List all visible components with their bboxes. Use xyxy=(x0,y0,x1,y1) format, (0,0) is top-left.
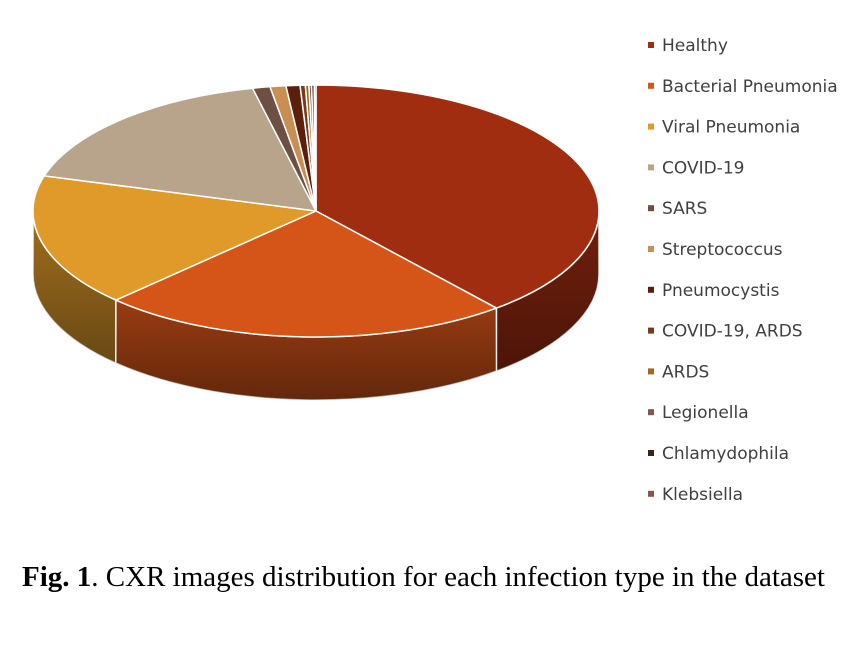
figure-caption: Fig. 1. CXR images distribution for each… xyxy=(22,560,832,595)
legend-swatch-ards xyxy=(648,368,654,375)
legend-label-ards: ARDS xyxy=(662,362,709,382)
pie-side-shade-healthy xyxy=(496,211,599,372)
legend-label-streptococcus: Streptococcus xyxy=(662,240,783,260)
legend-label-bacterial-pneumonia: Bacterial Pneumonia xyxy=(662,77,838,97)
legend-swatch-pneumocystis xyxy=(648,286,654,293)
legend-label-viral-pneumonia: Viral Pneumonia xyxy=(662,118,800,138)
legend-swatch-chlamydophila xyxy=(648,450,654,456)
legend-label-legionella: Legionella xyxy=(662,403,749,423)
legend-swatch-sars xyxy=(648,205,654,212)
pie-slices xyxy=(32,84,600,338)
legend-label-chlamydophila: Chlamydophila xyxy=(662,444,789,464)
pie-side-shade-bacterial-pneumonia xyxy=(115,300,497,400)
legend-label-sars: SARS xyxy=(662,199,707,219)
pie-slice-healthy xyxy=(315,84,600,309)
pie-slice-covid-19 xyxy=(43,87,317,212)
legend-swatch-covid-19-ards xyxy=(648,327,654,334)
legend-label-covid-19: COVID-19 xyxy=(662,158,744,178)
legend-label-healthy: Healthy xyxy=(662,36,728,56)
caption-label: Fig. 1 xyxy=(22,561,92,593)
legend-swatch-healthy xyxy=(648,42,654,48)
pie-slice-viral-pneumonia xyxy=(32,175,317,301)
legend-swatch-legionella xyxy=(648,409,654,416)
pie-side-shade-viral-pneumonia xyxy=(33,211,116,364)
pie-sides xyxy=(32,210,600,401)
pie-slice-klebsiella xyxy=(313,84,317,212)
pie-slice-bacterial-pneumonia xyxy=(115,210,498,338)
pie-chart: Healthy Bacterial Pneumonia Viral Pneumoni… xyxy=(32,36,838,505)
legend-swatch-bacterial-pneumonia xyxy=(648,82,654,89)
legend-swatch-viral-pneumonia xyxy=(648,123,654,130)
legend-swatch-klebsiella xyxy=(648,490,654,497)
legend-label-pneumocystis: Pneumocystis xyxy=(662,281,780,301)
legend-label-covid-19-ards: COVID-19, ARDS xyxy=(662,322,803,342)
legend-label-klebsiella: Klebsiella xyxy=(662,485,743,505)
legend-swatch-streptococcus xyxy=(648,246,654,252)
caption-text: . CXR images distribution for each infec… xyxy=(91,561,825,593)
legend: Healthy Bacterial Pneumonia Viral Pneumoni… xyxy=(648,36,838,505)
legend-swatch-covid-19 xyxy=(648,164,654,171)
